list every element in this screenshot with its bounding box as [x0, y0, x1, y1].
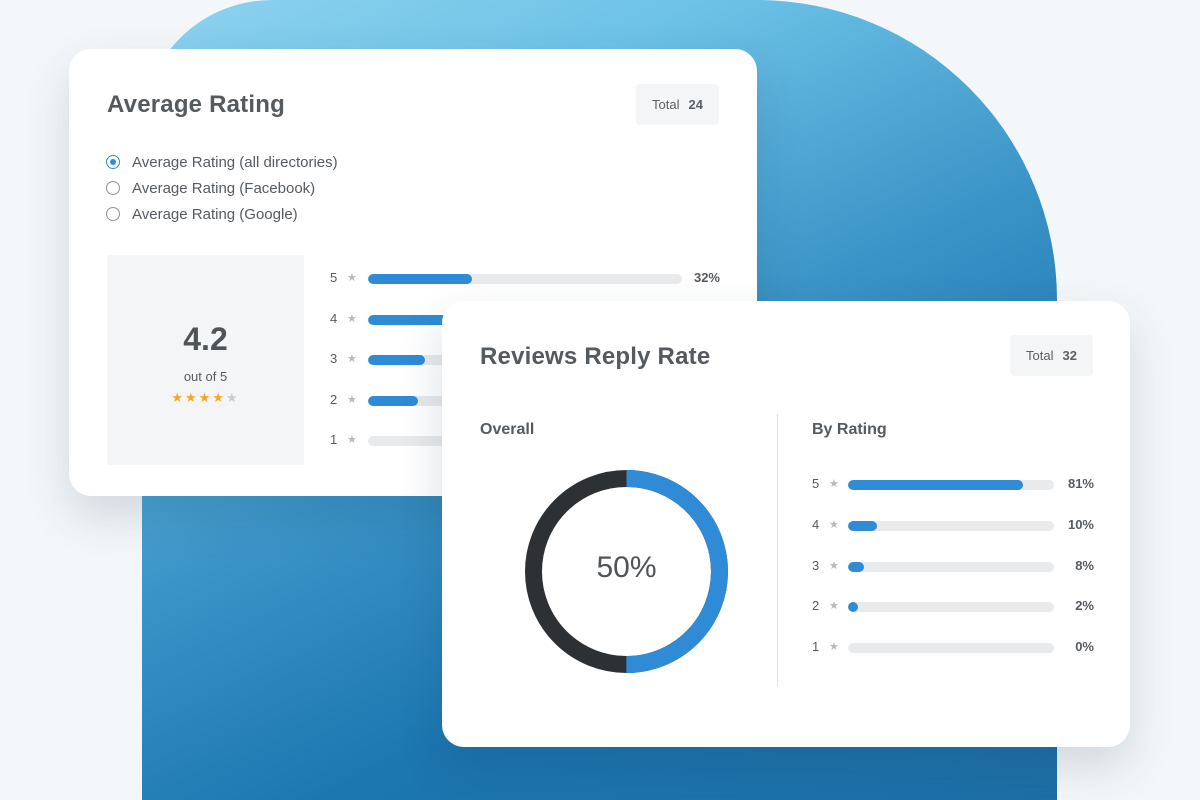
- score-summary: 4.2 out of 5 ★★★★★: [107, 255, 304, 465]
- bar-percent: 32%: [693, 270, 720, 285]
- total-label: Total: [652, 97, 680, 112]
- bar-percent: 81%: [1067, 476, 1094, 491]
- reply-rate-total-badge: Total 32: [1010, 335, 1093, 376]
- reply-rating-row-3: 3 ★ 8%: [812, 557, 1094, 577]
- reply-rating-row-1: 1 ★ 0%: [812, 638, 1094, 658]
- rating-number: 1: [330, 432, 338, 447]
- bar-track: [848, 643, 1054, 654]
- radio-icon[interactable]: [106, 181, 120, 195]
- rating-number: 5: [330, 270, 338, 285]
- star-icon: ★: [829, 518, 839, 531]
- star-icon: ★: [198, 390, 213, 405]
- star-icon: ★: [212, 390, 226, 405]
- reply-rate-title: Reviews Reply Rate: [480, 343, 711, 370]
- bar-fill: [368, 314, 447, 325]
- section-divider: [777, 414, 778, 686]
- option-label: Average Rating (Google): [132, 205, 298, 223]
- overall-donut: 50%: [524, 469, 729, 674]
- bar-fill: [848, 480, 1024, 490]
- overall-label: Overall: [480, 421, 535, 438]
- by-rating-label: By Rating: [812, 421, 887, 438]
- average-rating-total-badge: Total 24: [636, 84, 719, 125]
- rating-number: 4: [812, 516, 820, 532]
- option-facebook[interactable]: Average Rating (Facebook): [106, 175, 338, 201]
- bar-percent: 0%: [1075, 639, 1094, 655]
- reply-rating-row-4: 4 ★ 10%: [812, 516, 1094, 536]
- donut-fill: [525, 470, 728, 673]
- star-icon: ★: [347, 434, 357, 446]
- total-label: Total: [1026, 348, 1054, 363]
- bar-track: [848, 520, 1054, 531]
- rating-number: 2: [812, 598, 820, 614]
- bar-fill: [848, 561, 865, 572]
- bar-percent: 10%: [1067, 516, 1094, 532]
- bar-track: [848, 602, 1054, 613]
- rating-number: 5: [812, 476, 820, 491]
- rating-distribution-row-5: 5 ★ 32%: [330, 269, 720, 289]
- bar-track: [368, 274, 682, 284]
- radio-icon[interactable]: [106, 207, 120, 221]
- star-icon: ★: [347, 312, 357, 325]
- option-all-directories[interactable]: Average Rating (all directories): [106, 149, 338, 175]
- star-icon: ★: [225, 390, 240, 405]
- reply-rating-row-2: 2 ★ 2%: [812, 597, 1094, 617]
- star-rating: ★★★★★: [107, 390, 304, 406]
- rating-number: 1: [812, 639, 820, 655]
- star-icon: ★: [347, 272, 357, 284]
- star-icon: ★: [829, 559, 839, 572]
- average-rating-title: Average Rating: [107, 91, 285, 118]
- star-icon: ★: [829, 478, 839, 490]
- total-value: 32: [1062, 348, 1077, 363]
- star-icon: ★: [185, 390, 199, 405]
- bar-percent: 8%: [1075, 557, 1094, 573]
- star-icon: ★: [829, 641, 839, 654]
- star-icon: ★: [347, 393, 357, 406]
- score-scale: out of 5: [183, 369, 228, 384]
- rating-number: 3: [812, 557, 820, 573]
- bar-fill: [848, 520, 877, 531]
- bar-percent: 2%: [1075, 598, 1094, 614]
- bar-track: [848, 561, 1054, 572]
- radio-icon[interactable]: [106, 155, 120, 169]
- total-value: 24: [688, 97, 703, 112]
- overall-percent: 50%: [596, 551, 657, 584]
- star-icon: ★: [347, 353, 357, 365]
- rating-number: 3: [330, 351, 338, 366]
- option-label: Average Rating (Facebook): [132, 179, 316, 197]
- score-value: 4.2: [183, 321, 228, 357]
- rating-number: 4: [330, 310, 338, 326]
- bar-fill: [368, 274, 472, 284]
- option-label: Average Rating (all directories): [132, 153, 338, 171]
- reply-rating-row-5: 5 ★ 81%: [812, 475, 1094, 495]
- star-icon: ★: [171, 390, 186, 405]
- bar-track: [848, 480, 1054, 490]
- rating-source-options: Average Rating (all directories) Average…: [106, 149, 338, 227]
- star-icon: ★: [829, 600, 839, 613]
- bar-fill: [368, 395, 419, 406]
- option-google[interactable]: Average Rating (Google): [106, 201, 338, 227]
- bar-fill: [848, 602, 859, 613]
- reply-rate-card: Reviews Reply Rate Total 32 Overall 50% …: [442, 301, 1130, 747]
- bar-fill: [368, 355, 425, 365]
- donut-chart: [525, 470, 728, 673]
- rating-number: 2: [330, 391, 338, 407]
